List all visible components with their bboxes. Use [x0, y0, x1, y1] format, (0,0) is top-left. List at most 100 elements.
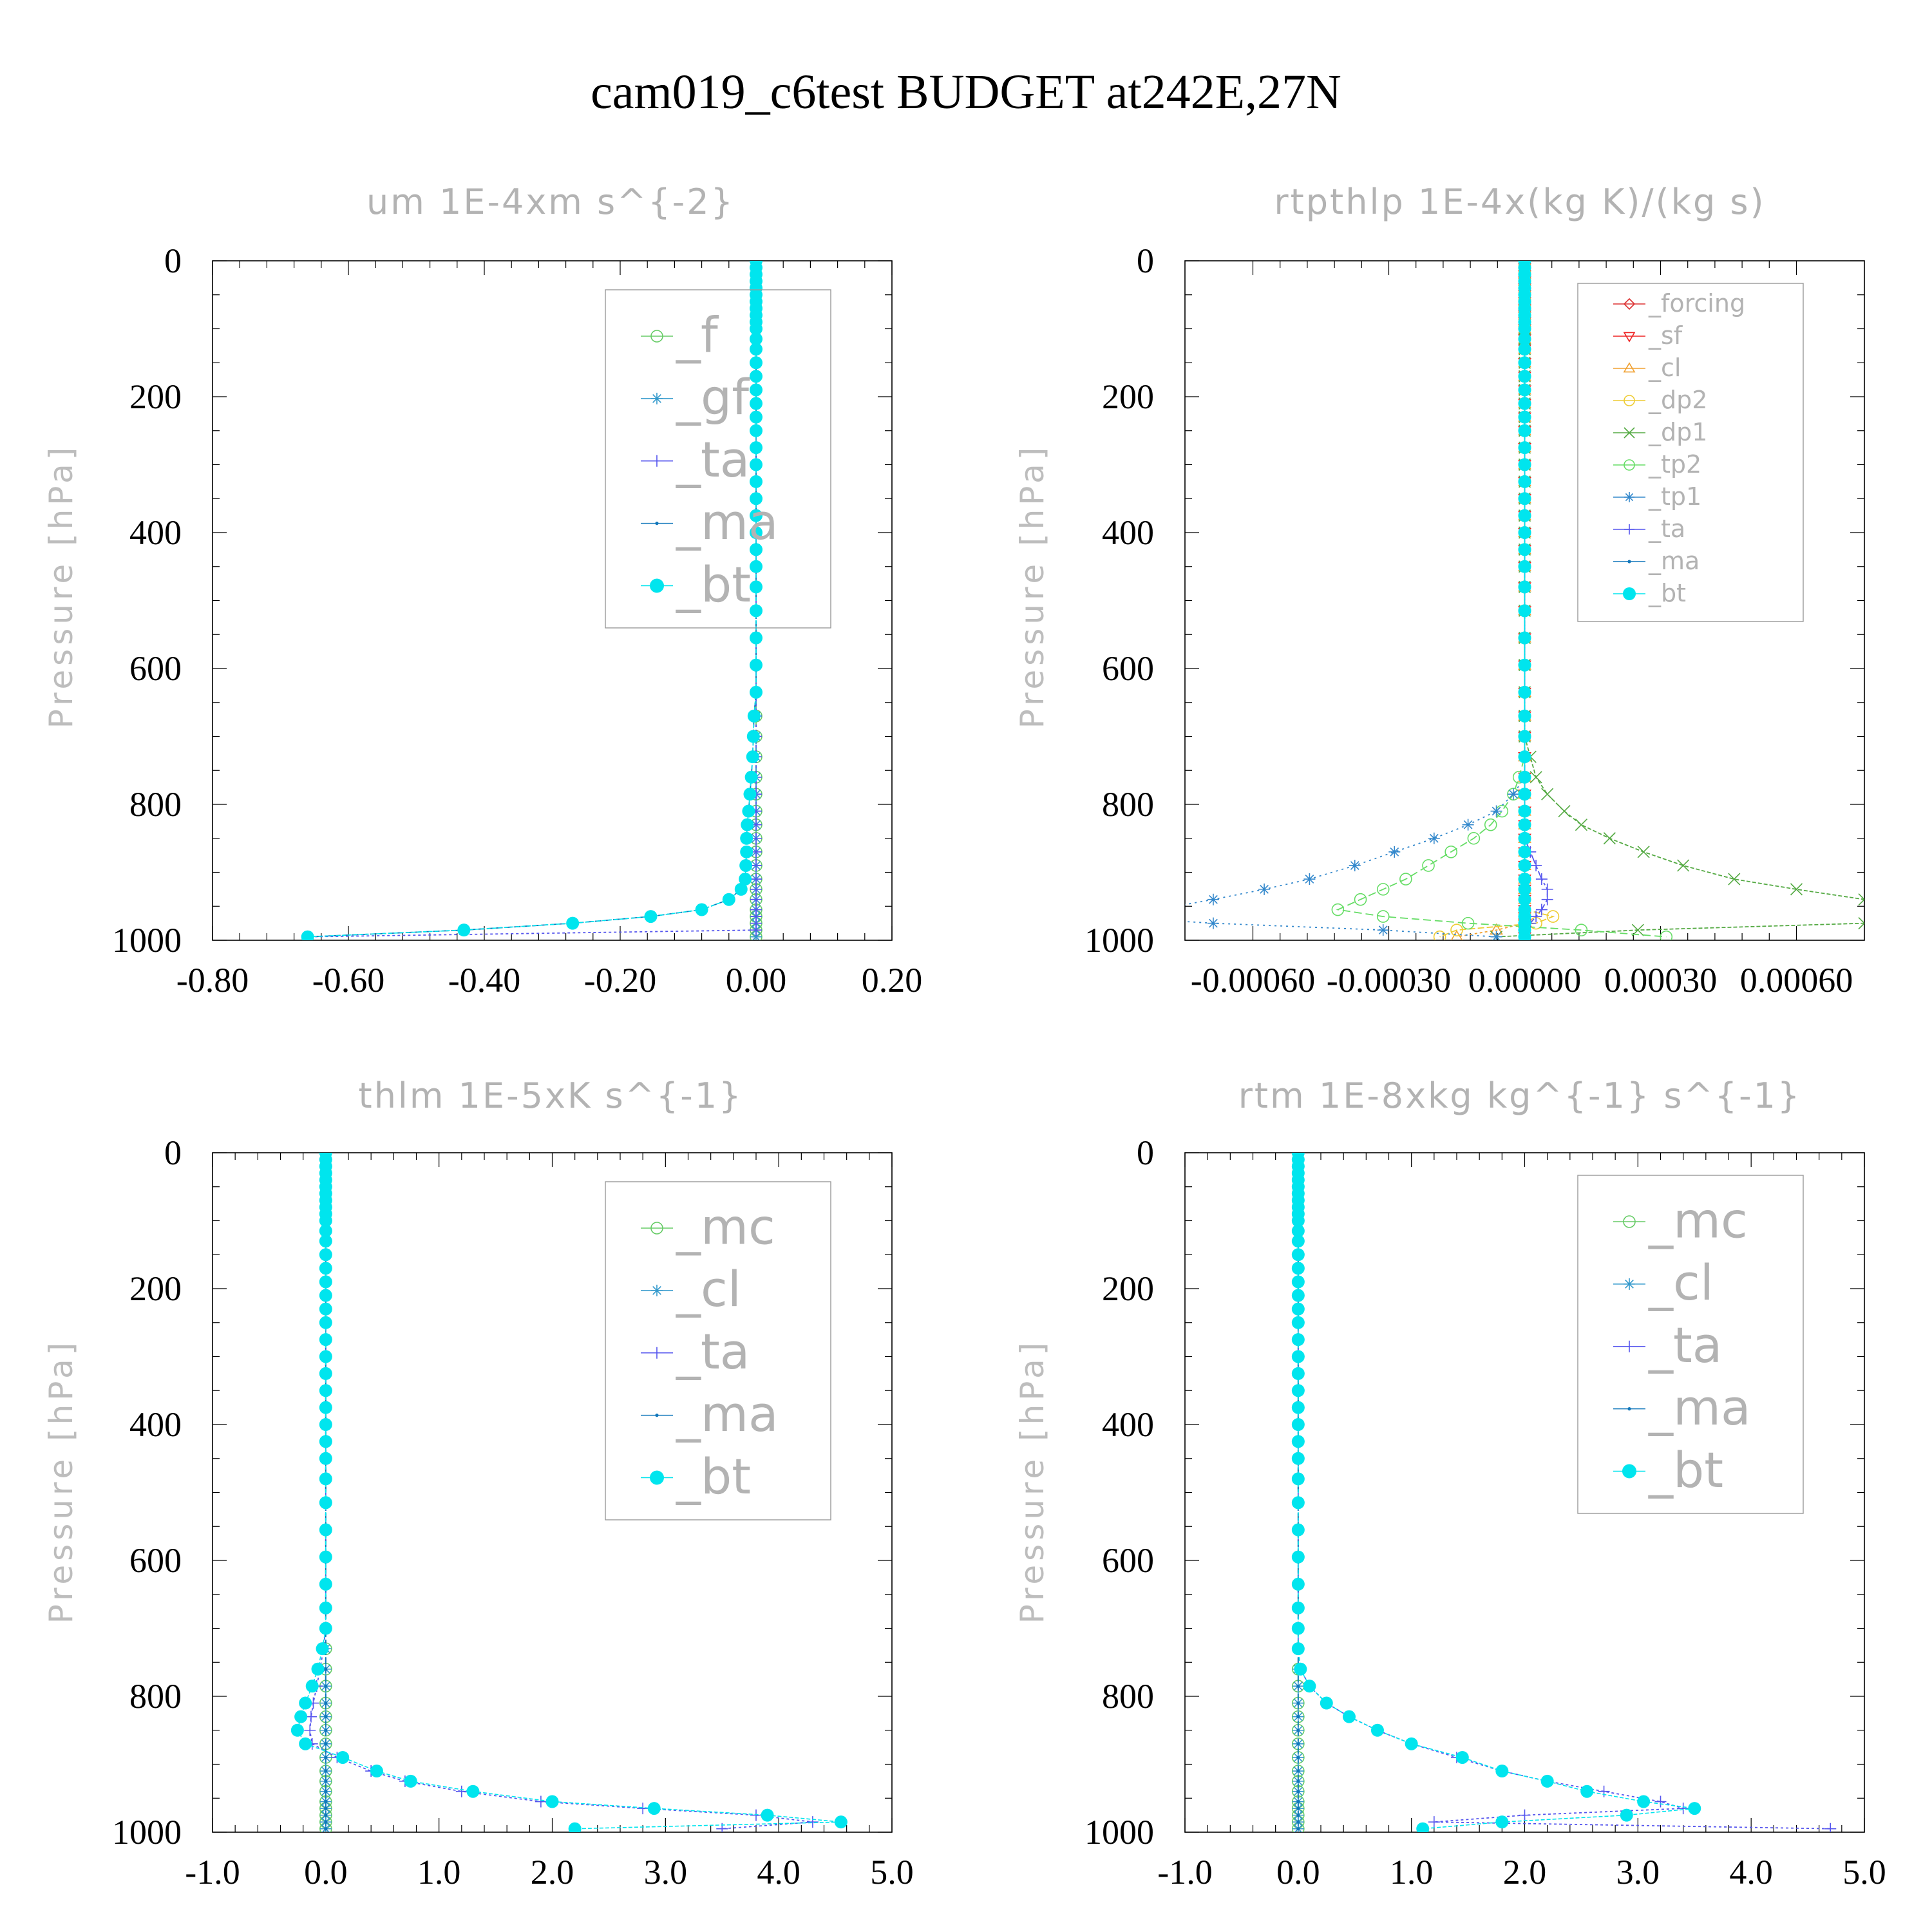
data-point [834, 1815, 848, 1829]
legend-item: _cl [1613, 354, 1681, 382]
panel-thlm: thlm 1E-5xK s^{-1} Pressure [hPa] 0 200 40… [43, 1075, 914, 1891]
x-tick-label: 0.00 [726, 961, 787, 999]
data-point [1296, 1701, 1300, 1705]
legend-marker [1623, 332, 1636, 343]
data-point [1518, 845, 1531, 858]
legend-item: _tp2 [1613, 450, 1701, 478]
data-point [1541, 893, 1553, 905]
panel-title: um 1E-4xm s^{-2} [366, 182, 735, 222]
data-point [568, 1822, 582, 1832]
data-point [324, 1769, 328, 1773]
data-point [1518, 770, 1531, 784]
data-point [1291, 1235, 1305, 1248]
data-point [1331, 903, 1345, 916]
data-point [750, 543, 762, 556]
legend-label: _ta [1648, 1316, 1722, 1374]
legend-item: _dp2 [1613, 386, 1707, 414]
legend-label: _bt [1648, 1441, 1723, 1499]
data-point [750, 883, 762, 895]
data-point [319, 1289, 332, 1302]
data-point [1484, 818, 1497, 831]
data-point [324, 1799, 328, 1804]
legend-label: _gf [676, 368, 750, 426]
y-tick-label: 600 [129, 1541, 182, 1580]
data-point [1291, 1262, 1305, 1275]
data-point [750, 685, 762, 699]
legend-label: _cl [1648, 1254, 1714, 1311]
data-point [535, 1795, 547, 1808]
data-point [1258, 883, 1271, 895]
data-point [1518, 356, 1531, 370]
data-point [1388, 846, 1401, 858]
data-point [1518, 509, 1531, 522]
data-point [1296, 1769, 1300, 1773]
data-point [1518, 424, 1531, 437]
legend-item: _ma [1613, 1379, 1751, 1436]
y-tick-label: 200 [129, 377, 182, 416]
legend-label: _cl [676, 1260, 741, 1318]
data-point [1490, 805, 1502, 817]
data-point [1518, 804, 1531, 818]
x-tick-label: 0.0 [1276, 1853, 1320, 1891]
data-point [743, 788, 757, 801]
data-point [1291, 1523, 1305, 1537]
data-point [1342, 1710, 1356, 1723]
data-point [1518, 750, 1531, 764]
legend-item: _sf [1613, 321, 1683, 350]
data-point [1291, 1350, 1305, 1363]
data-point [566, 916, 580, 930]
y-tick-label: 800 [1102, 1677, 1154, 1716]
data-point [1490, 931, 1502, 940]
data-point [750, 458, 762, 471]
data-point [1637, 1795, 1651, 1808]
x-tick-label: 0.00000 [1468, 961, 1582, 999]
data-point [1518, 526, 1531, 539]
data-point [319, 1367, 332, 1380]
legend-label: _dp1 [1648, 418, 1707, 446]
data-point [1291, 1472, 1305, 1486]
y-tick-label: 200 [129, 1269, 182, 1308]
minor-ticks [212, 260, 893, 941]
data-point [1824, 1823, 1837, 1832]
legend-item: _ta [641, 1323, 750, 1380]
legend-item: _mc [1613, 1191, 1748, 1249]
data-point [1518, 560, 1531, 573]
data-point [1518, 410, 1531, 424]
legend-label: _forcing [1648, 289, 1745, 317]
data-point [319, 1316, 332, 1329]
legend-item: _cl [641, 1260, 741, 1318]
legend-item: _forcing [1613, 289, 1745, 317]
data-point [761, 1808, 774, 1822]
legend-marker [651, 1284, 663, 1296]
data-point [319, 1384, 332, 1397]
data-point [1291, 1401, 1305, 1414]
y-tick-label: 0 [1137, 242, 1154, 280]
data-point [750, 441, 762, 455]
data-point [1518, 882, 1531, 896]
legend-item: _bt [641, 1448, 751, 1505]
data-point [1728, 873, 1741, 886]
data-point [324, 1667, 328, 1671]
data-point [1296, 1684, 1300, 1688]
x-tick-label: 0.0 [304, 1853, 348, 1891]
data-point [750, 322, 762, 336]
data-point [1370, 1723, 1384, 1737]
data-point [1462, 819, 1474, 831]
x-tick-label: -0.00030 [1327, 961, 1451, 999]
data-point [1296, 1790, 1300, 1794]
data-point [324, 1728, 328, 1732]
data-point [1296, 1827, 1300, 1831]
legend-marker [655, 522, 659, 526]
data-point [1535, 873, 1548, 886]
legend-marker [1627, 560, 1631, 564]
legend-marker [1623, 298, 1636, 310]
minor-ticks [1184, 1152, 1865, 1833]
y-axis-label: Pressure [hPa] [1014, 444, 1051, 729]
data-point [750, 658, 762, 672]
data-point [1580, 1785, 1594, 1798]
data-point [1291, 1418, 1305, 1431]
data-point [1450, 930, 1463, 940]
legend: _forcing _sf _cl _dp2 _dp1 _tp2 _tp1 _ta _ma _bt [1577, 283, 1804, 622]
legend-label: _ma [676, 493, 779, 551]
